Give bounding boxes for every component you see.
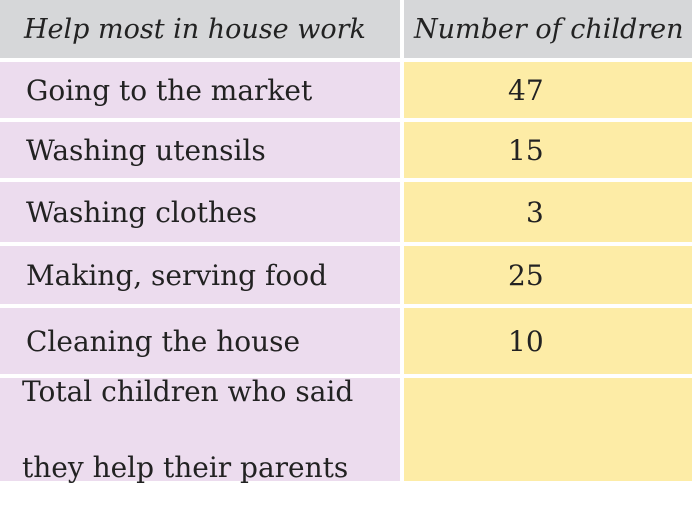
total-label-line-1: Total children who said <box>22 374 354 408</box>
row-label-cleaning: Cleaning the house <box>0 308 404 378</box>
row-value-market: 47 <box>404 62 692 122</box>
row-label-food: Making, serving food <box>0 246 404 308</box>
row-value-food: 25 <box>404 246 692 308</box>
row-value-cleaning: 10 <box>404 308 692 378</box>
row-label-market: Going to the market <box>0 62 404 122</box>
total-label-text: Total children who said they help their … <box>22 335 353 525</box>
total-label: Total children who said they help their … <box>0 375 404 485</box>
total-label-line-2: they help their parents <box>22 450 349 484</box>
row-value-utensils: 15 <box>404 122 692 182</box>
header-help-most: Help most in house work <box>0 0 404 62</box>
row-label-clothes: Washing clothes <box>0 182 404 246</box>
row-value-clothes: 3 <box>404 182 692 246</box>
header-number-of-children: Number of children <box>404 0 692 62</box>
total-value <box>404 378 692 485</box>
house-work-table: Help most in house work Number of childr… <box>0 0 692 485</box>
row-label-utensils: Washing utensils <box>0 122 404 182</box>
